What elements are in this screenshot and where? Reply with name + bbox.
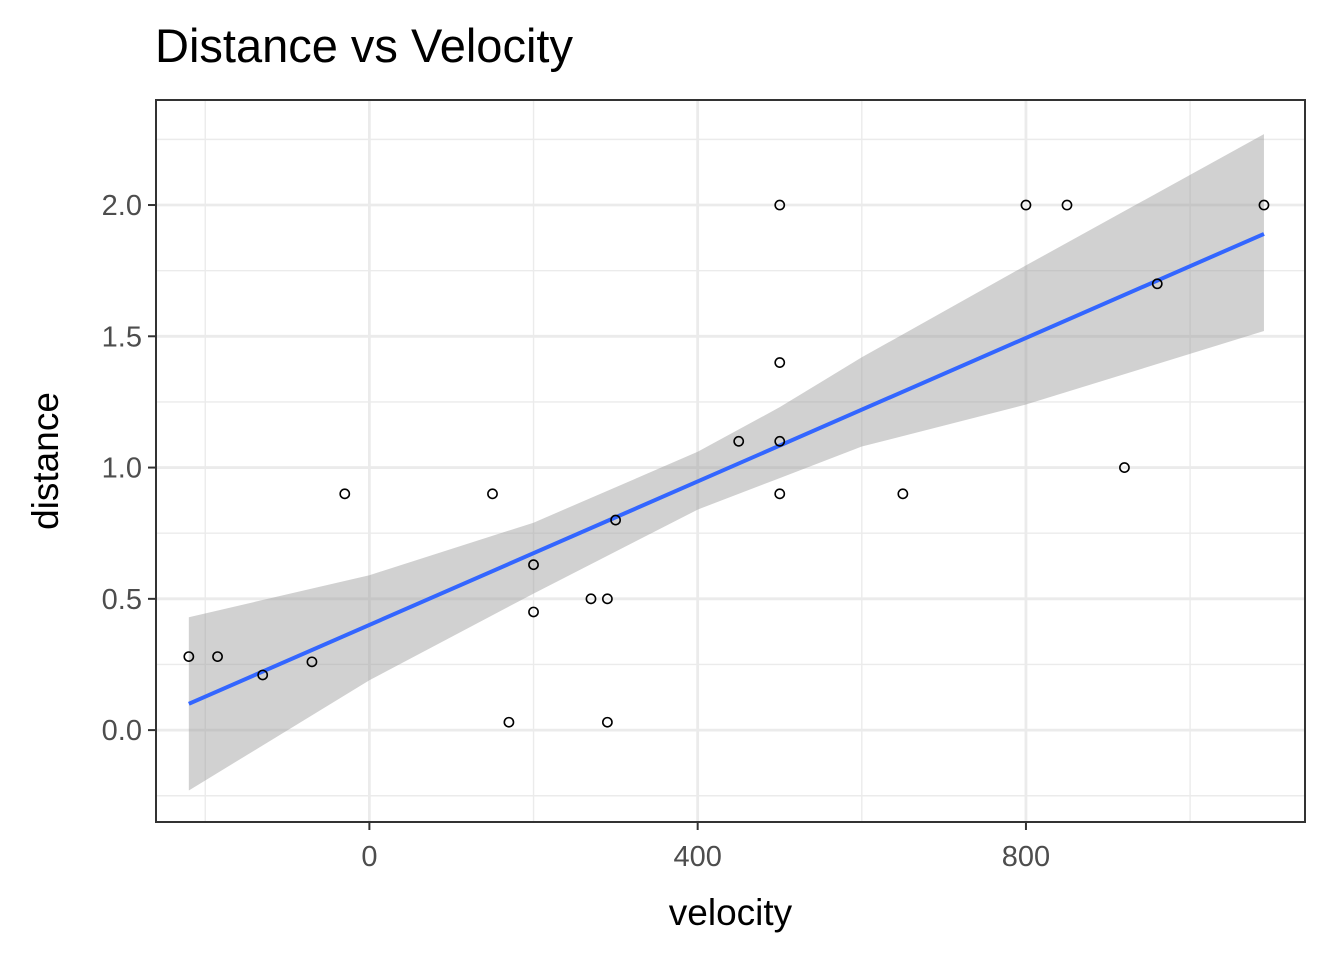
trend-line [188, 232, 1265, 706]
y-tick-label: 1.5 [102, 321, 142, 353]
y-axis-title: distance [25, 392, 66, 530]
data-point [1020, 199, 1032, 211]
data-point [774, 435, 786, 447]
y-tick-label: 0.5 [102, 584, 142, 616]
y-axis: 0.0 0.5 1.0 1.5 2.0 [102, 190, 156, 747]
data-point [257, 669, 269, 681]
grid-major [156, 100, 1305, 822]
data-point [733, 435, 745, 447]
data-point [1061, 199, 1073, 211]
data-point [585, 593, 597, 605]
data-point [601, 593, 613, 605]
data-point [503, 716, 515, 728]
data-point [212, 651, 223, 662]
data-point [601, 716, 613, 728]
x-axis: 0 400 800 [361, 822, 1050, 873]
x-tick-label: 800 [1002, 841, 1050, 873]
data-point [528, 606, 539, 618]
data-point [774, 357, 786, 368]
y-tick-label: 0.0 [102, 715, 142, 747]
data-point [897, 488, 909, 500]
data-point [610, 514, 621, 526]
data-point [528, 559, 539, 571]
data-point [774, 488, 786, 500]
confidence-band-layer [188, 134, 1264, 791]
data-point [306, 656, 318, 668]
x-tick-label: 400 [673, 841, 721, 873]
trend-line-layer [188, 232, 1265, 706]
x-tick-label: 0 [361, 841, 377, 873]
data-point [1119, 462, 1130, 473]
grid-minor [156, 100, 1305, 822]
panel-border [155, 99, 1306, 823]
data-point [1258, 199, 1270, 211]
data-point [774, 199, 786, 211]
y-tick-label: 1.0 [102, 453, 142, 485]
data-point [183, 651, 195, 662]
confidence-band [188, 134, 1264, 791]
data-point [339, 488, 351, 500]
chart-title: Distance vs Velocity [155, 19, 573, 72]
y-tick-label: 2.0 [102, 190, 142, 222]
points-layer [183, 199, 1270, 728]
data-point [487, 488, 498, 500]
x-axis-title: velocity [669, 892, 793, 933]
data-point [1151, 278, 1163, 290]
